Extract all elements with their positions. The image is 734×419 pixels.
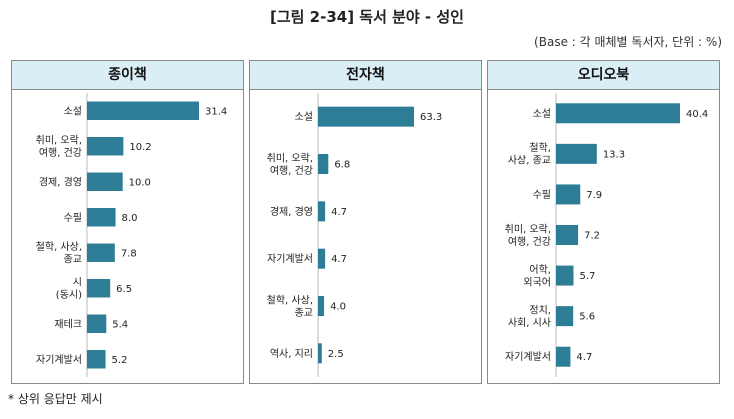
bar bbox=[318, 201, 326, 222]
bar bbox=[556, 143, 597, 164]
bar bbox=[87, 172, 123, 191]
category-label: 취미, 오락, bbox=[36, 135, 82, 147]
category-label: 여행, 건강 bbox=[508, 236, 551, 248]
ebook-chart: 63.3 소설 6.8 취미, 오락,여행, 건강 4.7 경제, 경영 4.7 자기계발서 4… bbox=[267, 93, 442, 377]
bar bbox=[87, 350, 106, 369]
bar bbox=[87, 208, 116, 227]
category-label: 수필 bbox=[533, 189, 551, 201]
data-label: 6.8 bbox=[334, 160, 350, 171]
bar bbox=[556, 306, 574, 327]
data-label: 5.4 bbox=[112, 319, 128, 330]
data-label: 13.3 bbox=[603, 149, 625, 160]
data-label: 5.6 bbox=[579, 312, 595, 323]
data-label: 31.4 bbox=[205, 106, 227, 117]
bar bbox=[87, 101, 199, 120]
data-label: 4.7 bbox=[331, 207, 347, 218]
panel-title: 종이책 bbox=[12, 61, 243, 90]
category-label: 재테크 bbox=[54, 318, 82, 330]
category-label: 자기계발서 bbox=[505, 351, 551, 363]
bar bbox=[318, 154, 329, 174]
category-label: 철학, bbox=[529, 142, 551, 154]
data-label: 7.9 bbox=[586, 190, 602, 201]
figure-subtitle: (Base : 각 매체별 독서자, 단위 : %) bbox=[534, 35, 722, 49]
data-label: 2.5 bbox=[328, 349, 344, 360]
ebook-panel: 전자책 63.3 소설 6.8 취미, 오락, 여행, 건강 4.7 경제, 경영 4.7 자기… bbox=[249, 60, 482, 384]
bar bbox=[87, 314, 107, 333]
paper-book-panel: 종이책 31.4 소설 10.2 취미, 오락, 여행, 건강 10.0 경제, 경영 8.0… bbox=[11, 60, 244, 384]
bar bbox=[87, 279, 111, 298]
bar bbox=[87, 243, 115, 262]
category-label: 철학, 사상, bbox=[267, 294, 313, 306]
category-label: 여행, 건강 bbox=[39, 147, 82, 159]
category-label: 경제, 경영 bbox=[270, 205, 313, 218]
category-label: 소설 bbox=[64, 105, 82, 117]
data-label: 7.2 bbox=[584, 231, 600, 242]
panel-title: 오디오북 bbox=[488, 61, 719, 90]
category-label: 철학, 사상, bbox=[36, 241, 82, 253]
data-label: 6.5 bbox=[116, 284, 132, 295]
data-label: 4.0 bbox=[330, 302, 346, 313]
data-label: 63.3 bbox=[420, 112, 442, 123]
bar bbox=[556, 346, 571, 367]
data-label: 5.2 bbox=[112, 355, 128, 366]
bar bbox=[318, 296, 325, 316]
category-label: 사회, 시사 bbox=[508, 317, 551, 329]
category-label: 자기계발서 bbox=[267, 253, 313, 265]
category-label: 종교 bbox=[64, 254, 82, 266]
data-label: 4.7 bbox=[331, 254, 347, 265]
bar bbox=[556, 184, 581, 205]
category-label: 소설 bbox=[533, 108, 551, 120]
category-label: 여행, 건강 bbox=[270, 165, 313, 177]
category-label: 외국어 bbox=[523, 276, 551, 288]
bar bbox=[87, 137, 124, 156]
audiobook-chart: 40.4 소설 13.3 철학,사상, 종교 7.9 수필 7.2 취미, 오락,여행, 건강… bbox=[505, 93, 708, 377]
data-label: 5.7 bbox=[579, 271, 595, 282]
category-label: 역사, 지리 bbox=[270, 348, 313, 360]
figure-title: [그림 2-34] 독서 분야 - 성인 bbox=[270, 8, 464, 26]
category-label: 경제, 경영 bbox=[39, 175, 82, 188]
data-label: 7.8 bbox=[121, 248, 137, 259]
data-label: 10.2 bbox=[129, 142, 151, 153]
category-label: 취미, 오락, bbox=[505, 223, 551, 235]
panel-title: 전자책 bbox=[250, 61, 481, 90]
category-label: 정치, bbox=[529, 304, 551, 316]
category-label: 시 bbox=[73, 277, 82, 289]
bar bbox=[556, 265, 574, 286]
footnote: * 상위 응답만 제시 bbox=[8, 392, 103, 406]
audiobook-panel: 오디오북 40.4 소설 13.3 철학, 사상, 종교 7.9 수필 7.2 취미, 오락, 여… bbox=[487, 60, 720, 384]
bar bbox=[318, 343, 322, 364]
category-label: 어학, bbox=[529, 264, 551, 276]
data-label: 4.7 bbox=[576, 352, 592, 363]
bar bbox=[556, 225, 579, 245]
category-label: 수필 bbox=[64, 212, 82, 224]
category-label: (동시) bbox=[56, 289, 82, 301]
category-label: 소설 bbox=[295, 111, 313, 123]
data-label: 40.4 bbox=[686, 109, 708, 120]
data-label: 10.0 bbox=[129, 177, 151, 188]
category-label: 종교 bbox=[295, 307, 313, 319]
bar bbox=[318, 248, 326, 269]
category-label: 취미, 오락, bbox=[267, 152, 313, 164]
bar bbox=[318, 106, 414, 127]
bar bbox=[556, 103, 680, 124]
data-label: 8.0 bbox=[122, 213, 138, 224]
category-label: 사상, 종교 bbox=[508, 155, 551, 167]
paper-book-chart: 31.4 소설 10.2 취미, 오락,여행, 건강 10.0 경제, 경영 8.0 수필 7.… bbox=[36, 93, 227, 377]
category-label: 자기계발서 bbox=[36, 354, 82, 366]
